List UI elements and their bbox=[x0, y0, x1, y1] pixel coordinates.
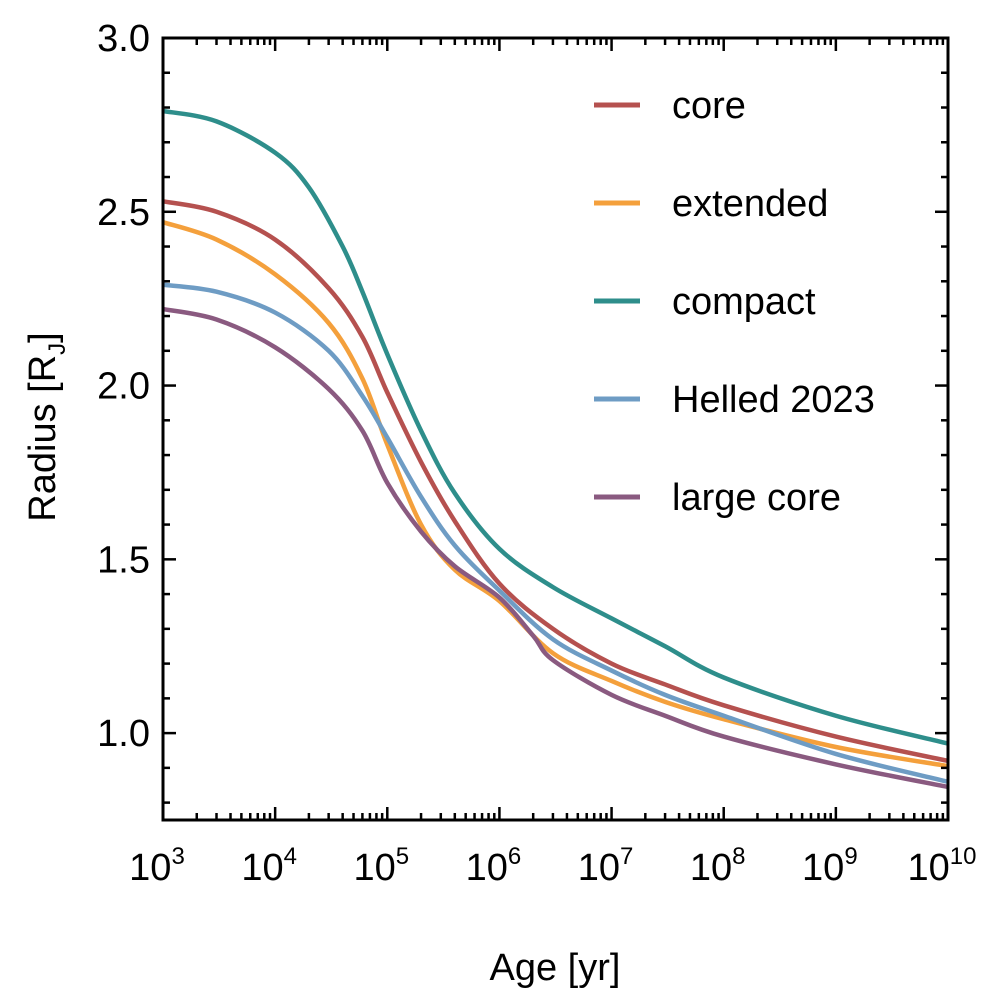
x-tick-base: 10 bbox=[353, 847, 395, 889]
y-tick-label: 1.0 bbox=[97, 713, 150, 755]
x-tick-exponent: 9 bbox=[844, 843, 857, 870]
x-tick-base: 10 bbox=[241, 847, 283, 889]
x-tick-label: 103 bbox=[129, 843, 185, 889]
y-tick-label: 2.5 bbox=[97, 192, 150, 234]
series-line-3 bbox=[162, 282, 949, 784]
series-layer bbox=[162, 108, 949, 790]
x-tick-base: 10 bbox=[802, 847, 844, 889]
x-tick-label: 106 bbox=[466, 843, 522, 889]
series-line-0 bbox=[162, 199, 949, 764]
x-tick-base: 10 bbox=[129, 847, 171, 889]
x-tick-exponent: 6 bbox=[508, 843, 521, 870]
series-line-4 bbox=[162, 306, 949, 790]
x-tick-label: 105 bbox=[353, 843, 409, 889]
x-tick-base: 10 bbox=[578, 847, 620, 889]
x-tick-exponent: 3 bbox=[171, 843, 184, 870]
x-tick-exponent: 5 bbox=[396, 843, 409, 870]
x-tick-label: 109 bbox=[802, 843, 858, 889]
legend-label-3: Helled 2023 bbox=[672, 379, 875, 421]
y-axis-label: Radius [RJ] bbox=[22, 332, 71, 521]
ticks-layer bbox=[161, 36, 950, 820]
x-tick-base: 10 bbox=[466, 847, 508, 889]
x-axis-label: Age [yr] bbox=[490, 947, 621, 989]
x-tick-base: 10 bbox=[908, 847, 950, 889]
y-tick-label: 3.0 bbox=[97, 18, 150, 60]
legend-label-2: compact bbox=[672, 281, 816, 323]
legend: core extended compact Helled 2023 large core bbox=[594, 85, 875, 519]
y-axis-label-subscript: J bbox=[44, 343, 71, 355]
series-line-2 bbox=[162, 108, 949, 746]
x-tick-exponent: 8 bbox=[732, 843, 745, 870]
y-tick-label: 2.0 bbox=[97, 366, 150, 408]
legend-label-4: large core bbox=[672, 477, 841, 519]
x-tick-exponent: 7 bbox=[620, 843, 633, 870]
y-axis-label-close: ] bbox=[22, 332, 64, 343]
plot-frame bbox=[161, 36, 950, 822]
x-tick-exponent: 10 bbox=[950, 843, 977, 870]
series-line-1 bbox=[162, 220, 949, 769]
x-tick-exponent: 4 bbox=[284, 843, 297, 870]
legend-label-1: extended bbox=[672, 183, 828, 225]
y-tick-label: 1.5 bbox=[97, 539, 150, 581]
x-tick-base: 10 bbox=[690, 847, 732, 889]
x-tick-label: 107 bbox=[578, 843, 634, 889]
x-tick-label: 108 bbox=[690, 843, 746, 889]
y-axis-label-main: Radius [R bbox=[22, 355, 64, 522]
legend-label-0: core bbox=[672, 85, 746, 127]
x-tick-label: 1010 bbox=[908, 843, 977, 889]
x-tick-label: 104 bbox=[241, 843, 297, 889]
